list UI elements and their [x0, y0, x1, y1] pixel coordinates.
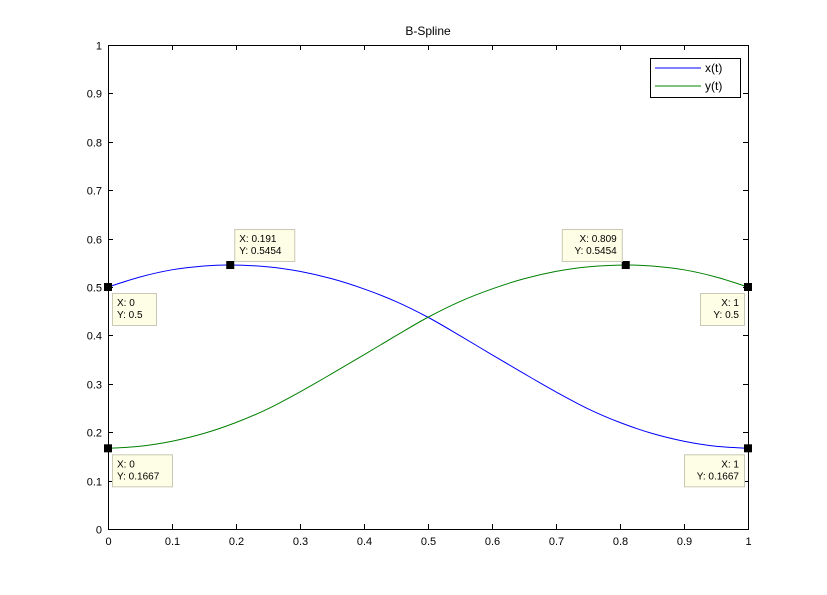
legend-label: x(t)	[705, 61, 722, 75]
x-tick-label: 0	[105, 536, 111, 548]
y-tick-label: 0	[96, 525, 102, 537]
x-tick-label: 0.3	[293, 536, 308, 548]
datatip-text: Y: 0.5	[713, 310, 739, 321]
datatip-text: Y: 0.1667	[117, 471, 160, 482]
x-tick-label: 0.1	[165, 536, 180, 548]
x-tick-label: 0.9	[677, 536, 692, 548]
datatip-box	[561, 229, 623, 263]
datatip-text: X: 0	[117, 298, 135, 309]
datatip: X: 0Y: 0.5	[112, 293, 157, 326]
legend-label: y(t)	[705, 79, 722, 93]
datatip-marker[interactable]	[104, 444, 112, 453]
lines-layer	[107, 264, 749, 449]
x-tick-label: 0.4	[357, 536, 372, 548]
y-tick-label: 0.2	[87, 428, 102, 440]
x-tick-label: 1	[745, 536, 751, 548]
axes-box	[108, 45, 749, 530]
x-tick-label: 0.6	[485, 536, 500, 548]
y-tick-label: 0.7	[87, 186, 102, 198]
markers-layer	[104, 261, 752, 453]
datatip-marker[interactable]	[621, 261, 630, 270]
chart-title: B-Spline	[405, 24, 451, 38]
y-tick-label: 0.6	[87, 235, 102, 247]
datatip-text: X: 0	[117, 459, 135, 470]
y-tick-label: 0.5	[87, 283, 102, 295]
legend-box	[650, 58, 741, 98]
datatip-box	[700, 293, 745, 326]
y-tick-label: 0.3	[87, 380, 102, 392]
datatip-box	[112, 454, 173, 488]
datatip-box	[234, 229, 296, 263]
datatip-text: X: 1	[721, 298, 739, 309]
x-tick-label: 0.2	[229, 536, 244, 548]
datatip-text: Y: 0.1667	[697, 471, 740, 482]
y-tick-label: 0.1	[87, 477, 102, 489]
y-tick-label: 1	[96, 41, 102, 53]
y-tick-label: 0.4	[87, 331, 102, 343]
series-line-2	[107, 264, 749, 449]
legend: x(t) y(t)	[650, 58, 741, 98]
x-tick-label: 0.7	[549, 536, 564, 548]
datatip-text: Y: 0.5454	[239, 246, 282, 257]
datatip-text: Y: 0.5454	[574, 246, 617, 257]
datatip: X: 0Y: 0.1667	[112, 454, 173, 488]
x-tick-label: 0.8	[613, 536, 628, 548]
datatip-marker[interactable]	[744, 444, 752, 453]
datatip-box	[112, 293, 157, 326]
y-tick-label: 0.8	[87, 138, 102, 150]
datatip-text: X: 0.809	[579, 234, 617, 245]
datatip-text: X: 1	[721, 459, 739, 470]
ticks-layer: 0 0.1 0.2 0.3 0.4 0.5 0.6 0.7 0.8 0.9 1 0 0.1 0.2 0.3 0…	[87, 41, 752, 549]
datatip-text: Y: 0.5	[117, 310, 143, 321]
datatip-marker[interactable]	[744, 283, 752, 291]
x-tick-label: 0.5	[421, 536, 436, 548]
y-tick-label: 0.9	[87, 89, 102, 101]
datatip-marker[interactable]	[226, 261, 235, 270]
datatip-marker[interactable]	[104, 283, 112, 291]
datatip-box	[684, 454, 745, 488]
datatip-text: X: 0.191	[239, 234, 277, 245]
datatip: X: 1Y: 0.1667	[684, 454, 745, 488]
datatip: X: 1Y: 0.5	[700, 293, 745, 326]
